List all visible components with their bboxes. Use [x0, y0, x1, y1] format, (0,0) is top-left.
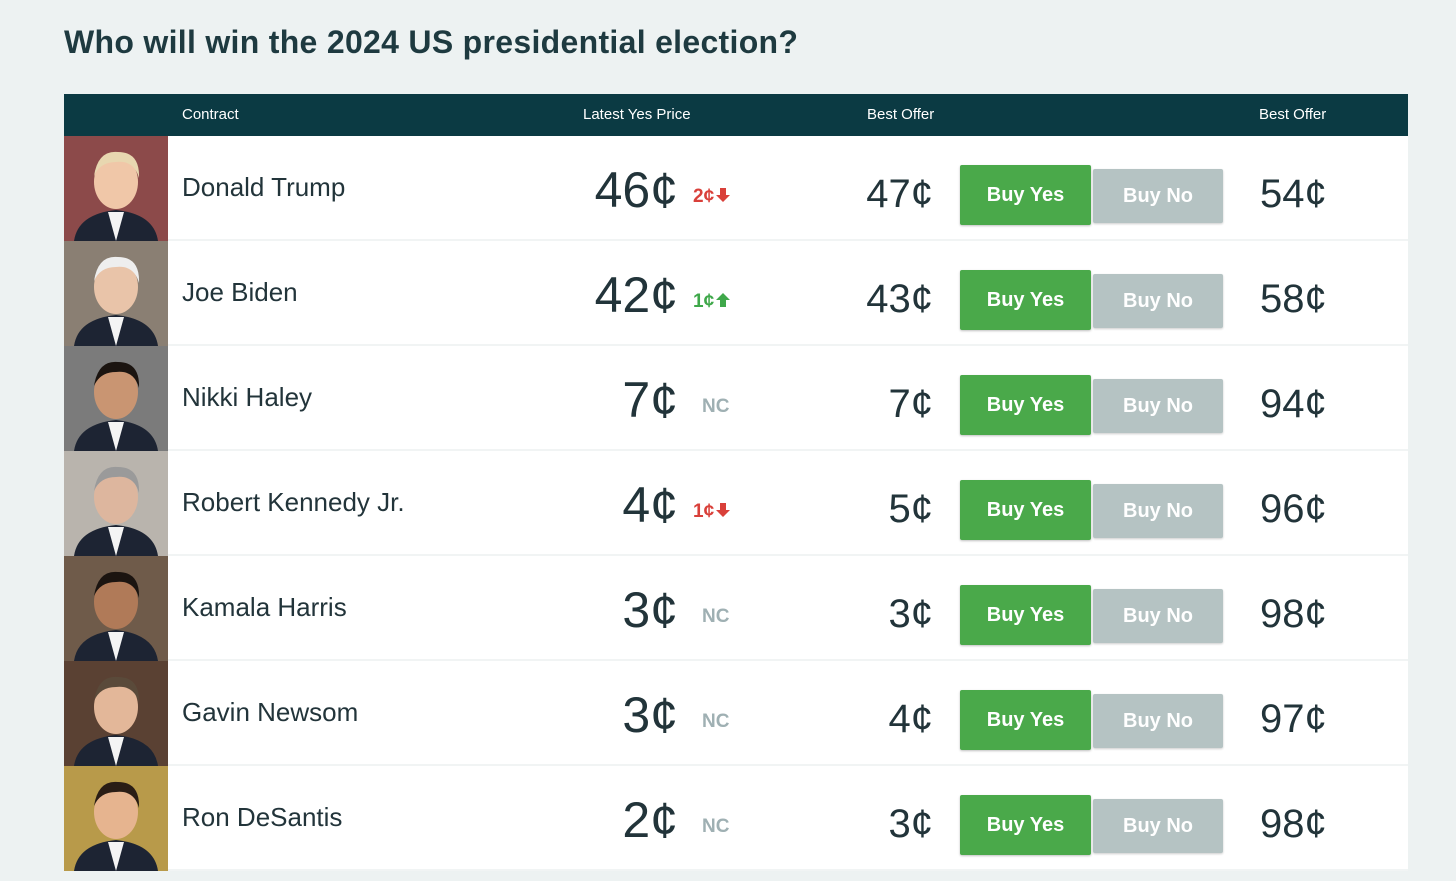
buy-no-button[interactable]: Buy No	[1093, 694, 1223, 748]
change-text: NC	[702, 816, 730, 837]
buy-yes-button[interactable]: Buy Yes	[960, 690, 1091, 750]
column-header: Latest Yes Price	[583, 106, 691, 123]
candidate-photo	[64, 136, 168, 241]
buy-yes-button[interactable]: Buy Yes	[960, 795, 1091, 855]
best-offer-no: 98¢	[1260, 592, 1327, 636]
column-header: Best Offer	[867, 106, 935, 123]
photo-art	[64, 241, 168, 346]
market-row: Robert Kennedy Jr. 4¢ 1¢ 5¢ Buy Yes Buy No 96¢	[64, 451, 1408, 556]
best-offer-yes: 43¢	[866, 277, 933, 321]
trend-arrow	[716, 293, 731, 307]
buy-yes-button[interactable]: Buy Yes	[960, 480, 1091, 540]
change-text: NC	[702, 606, 730, 627]
best-offer-yes: 5¢	[888, 487, 934, 531]
change-text: 1¢	[693, 501, 715, 522]
price-change: 1¢	[693, 291, 731, 313]
best-offer-no: 54¢	[1260, 172, 1327, 216]
best-offer-no: 94¢	[1260, 382, 1327, 426]
best-offer-yes: 3¢	[888, 592, 934, 636]
candidate-name: Donald Trump	[182, 172, 346, 202]
photo-art	[64, 766, 168, 871]
buy-no-button[interactable]: Buy No	[1093, 169, 1223, 223]
buy-yes-button[interactable]: Buy Yes	[960, 270, 1091, 330]
best-offer-yes: 4¢	[888, 697, 934, 741]
candidate-photo	[64, 346, 168, 451]
latest-price: 2¢	[622, 792, 678, 848]
column-header: Contract	[182, 106, 239, 123]
trend-arrow	[716, 188, 731, 202]
change-text: NC	[702, 396, 730, 417]
change-text: 1¢	[693, 291, 715, 312]
latest-price: 46¢	[594, 162, 678, 218]
photo-art	[64, 346, 168, 451]
photo-art	[64, 451, 168, 556]
candidate-photo	[64, 451, 168, 556]
market-row: Joe Biden 42¢ 1¢ 43¢ Buy Yes Buy No 58¢	[64, 241, 1408, 346]
market-row: Gavin Newsom 3¢ NC 4¢ Buy Yes Buy No 97¢	[64, 661, 1408, 766]
buy-no-button[interactable]: Buy No	[1093, 589, 1223, 643]
candidate-name: Robert Kennedy Jr.	[182, 487, 405, 517]
best-offer-no: 96¢	[1260, 487, 1327, 531]
latest-price: 7¢	[622, 372, 678, 428]
latest-price: 4¢	[622, 477, 678, 533]
candidate-name: Ron DeSantis	[182, 802, 343, 832]
candidate-photo	[64, 661, 168, 766]
change-text: NC	[702, 711, 730, 732]
buy-yes-button[interactable]: Buy Yes	[960, 165, 1091, 225]
price-change: NC	[702, 816, 729, 838]
candidate-photo	[64, 241, 168, 346]
photo-art	[64, 556, 168, 661]
market-row: Ron DeSantis 2¢ NC 3¢ Buy Yes Buy No 98¢	[64, 766, 1408, 871]
column-header: Best Offer	[1259, 106, 1327, 123]
photo-art	[64, 136, 168, 241]
candidate-photo	[64, 556, 168, 661]
market-table: Contract Latest Yes Price Best Offer Bes…	[64, 94, 1408, 881]
candidate-name: Nikki Haley	[182, 382, 313, 412]
photo-art	[64, 661, 168, 766]
candidate-name: Joe Biden	[182, 277, 298, 307]
best-offer-no: 97¢	[1260, 697, 1327, 741]
candidate-photo	[64, 766, 168, 871]
trend-arrow	[716, 503, 731, 517]
best-offer-no: 98¢	[1260, 802, 1327, 846]
page-title: Who will win the 2024 US presidential el…	[64, 24, 799, 60]
latest-price: 3¢	[622, 582, 678, 638]
candidate-name: Kamala Harris	[182, 592, 347, 622]
price-change: 2¢	[693, 186, 731, 208]
latest-price: 3¢	[622, 687, 678, 743]
change-text: 2¢	[693, 186, 715, 207]
buy-yes-button[interactable]: Buy Yes	[960, 585, 1091, 645]
market-row: Nikki Haley 7¢ NC 7¢ Buy Yes Buy No 94¢	[64, 346, 1408, 451]
buy-no-button[interactable]: Buy No	[1093, 274, 1223, 328]
price-change: NC	[702, 606, 729, 628]
latest-price: 42¢	[594, 267, 678, 323]
market-row: Kamala Harris 3¢ NC 3¢ Buy Yes Buy No 98¢	[64, 556, 1408, 661]
buy-no-button[interactable]: Buy No	[1093, 379, 1223, 433]
price-change: NC	[702, 396, 729, 418]
best-offer-no: 58¢	[1260, 277, 1327, 321]
price-change: NC	[702, 711, 729, 733]
table-header: Contract Latest Yes Price Best Offer Bes…	[64, 94, 1408, 136]
buy-yes-button[interactable]: Buy Yes	[960, 375, 1091, 435]
best-offer-yes: 3¢	[888, 802, 934, 846]
price-change: 1¢	[693, 501, 731, 523]
buy-no-button[interactable]: Buy No	[1093, 484, 1223, 538]
candidate-name: Gavin Newsom	[182, 697, 359, 727]
best-offer-yes: 7¢	[888, 382, 934, 426]
market-row: Donald Trump 46¢ 2¢ 47¢ Buy Yes Buy No 54¢	[64, 136, 1408, 241]
buy-no-button[interactable]: Buy No	[1093, 799, 1223, 853]
best-offer-yes: 47¢	[866, 172, 933, 216]
